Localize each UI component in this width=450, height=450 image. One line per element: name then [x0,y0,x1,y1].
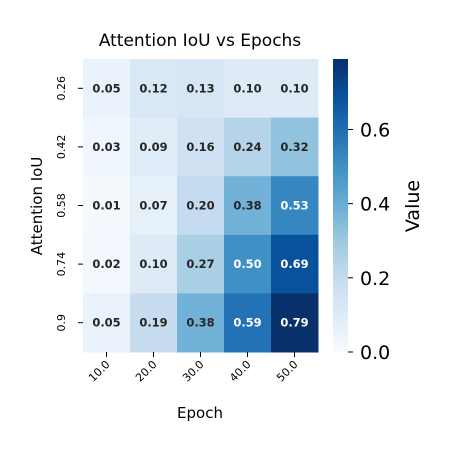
colorbar-tick-label: 0.4 [360,194,390,216]
cell-value-label: 0.10 [233,81,261,95]
heatmap-cell [224,117,272,177]
cell-value-label: 0.02 [92,257,120,271]
cell-value-label: 0.01 [92,199,120,213]
colorbar [333,59,348,352]
heatmap-cells: 0.05 0.12 0.13 0.10 0.10 0.03 0.09 0.16 0.24 0.32… [83,59,319,353]
cell-value-label: 0.38 [233,199,261,213]
heatmap-cell [130,176,178,236]
heatmap-cell [130,293,178,353]
heatmap-cell [271,234,319,294]
x-axis-label: Epoch [177,404,223,422]
cell-value-label: 0.13 [186,81,214,95]
heatmap-cell [224,234,272,294]
heatmap-cell [177,59,225,119]
heatmap-cell [271,293,319,353]
y-axis-label: Attention IoU [28,157,46,256]
heatmap-cell [224,176,272,236]
heatmap-cell [177,234,225,294]
cell-value-label: 0.53 [280,199,308,213]
cell-value-label: 0.27 [186,257,214,271]
cell-value-label: 0.69 [280,257,308,271]
cell-value-label: 0.38 [186,316,214,330]
y-tick-label: 0.74 [55,252,68,277]
heatmap-cell [83,59,131,119]
cell-value-label: 0.20 [186,199,214,213]
heatmap-cell [177,117,225,177]
cell-value-label: 0.32 [280,140,308,154]
cell-value-label: 0.07 [139,199,167,213]
cell-value-label: 0.24 [233,140,261,154]
heatmap-cell [83,176,131,236]
heatmap-cell [83,234,131,294]
colorbar-tick-label: 0.0 [360,342,390,364]
chart-title: Attention IoU vs Epochs [99,31,301,51]
y-tick-label: 0.9 [55,314,68,332]
heatmap-cell [130,234,178,294]
cell-value-label: 0.79 [280,316,308,330]
heatmap-cell [271,59,319,119]
colorbar-tick-label: 0.6 [360,119,390,141]
y-tick-label: 0.26 [55,76,68,101]
heatmap-cell [130,59,178,119]
heatmap-cell [83,293,131,353]
cell-value-label: 0.05 [92,316,120,330]
y-tick-label: 0.42 [55,135,68,160]
heatmap-cell [224,293,272,353]
y-axis: 0.26 0.42 0.58 0.74 0.9 [55,76,83,331]
heatmap-cell [224,59,272,119]
cell-value-label: 0.16 [186,140,214,154]
colorbar-ticks: 0.0 0.2 0.4 0.6 [348,119,390,364]
heatmap-cell [83,117,131,177]
colorbar-tick-label: 0.2 [360,268,390,290]
cell-value-label: 0.09 [139,140,167,154]
colorbar-label: Value [402,180,424,232]
heatmap-cell [130,117,178,177]
heatmap-cell [271,117,319,177]
cell-value-label: 0.59 [233,316,261,330]
heatmap-cell [177,293,225,353]
cell-value-label: 0.03 [92,140,120,154]
y-tick-label: 0.58 [55,193,68,218]
cell-value-label: 0.50 [233,257,261,271]
heatmap-cell [271,176,319,236]
cell-value-label: 0.05 [92,81,120,95]
cell-value-label: 0.12 [139,81,167,95]
cell-value-label: 0.19 [139,316,167,330]
cell-value-label: 0.10 [280,81,308,95]
cell-value-label: 0.10 [139,257,167,271]
heatmap-cell [177,176,225,236]
